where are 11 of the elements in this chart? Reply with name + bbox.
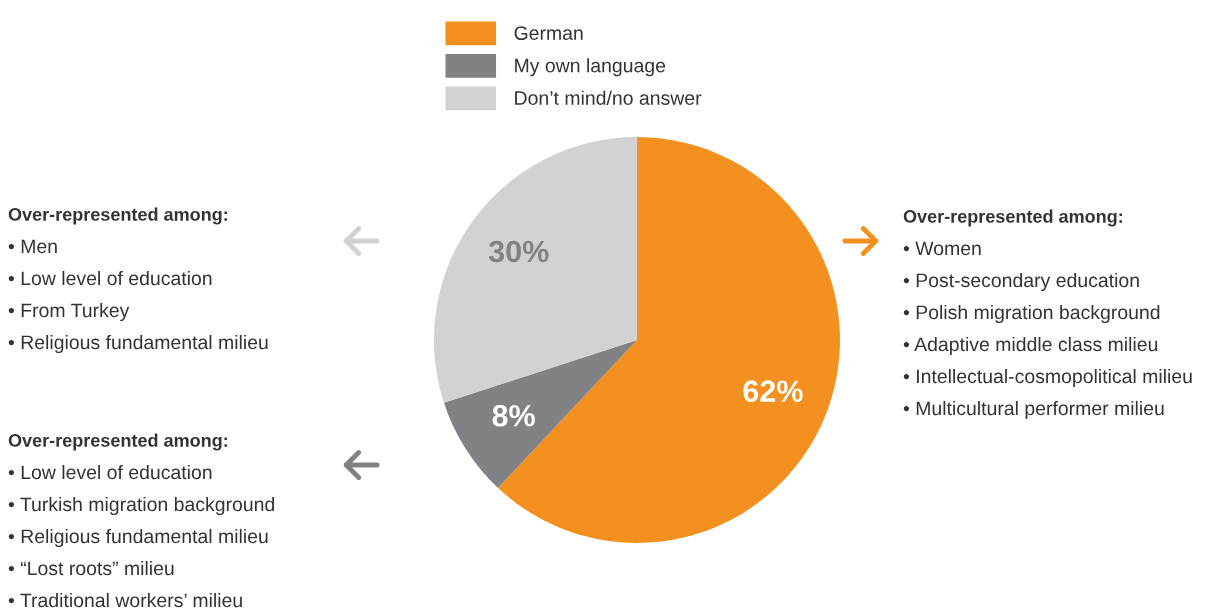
pie-slice	[443, 340, 637, 488]
data-label: 30%	[488, 240, 549, 263]
text: Over-represented among: • Low level of education • Turkish migration background • Religious fundamental milieu • “Lost roots” milieu • Traditional workers’ milieu	[8, 433, 275, 608]
data-label: 62%	[743, 380, 803, 403]
text: Over-represented among: • Men • Low level of education • From Turkey • Religious fundamental milieu	[8, 207, 268, 354]
legend-label: Don’t mind/no answer	[515, 90, 702, 105]
legend-label: My own language	[515, 58, 666, 77]
pie-slice	[434, 137, 637, 403]
data-label: 8%	[492, 404, 535, 427]
legend-label: German	[514, 26, 583, 40]
text: Over-represented among: • Women • Post-secondary education • Polish migration background • Adaptive middle class milieu • Intellectual-cosmopolitical milieu • Multicultural performer milieu	[903, 209, 1192, 420]
